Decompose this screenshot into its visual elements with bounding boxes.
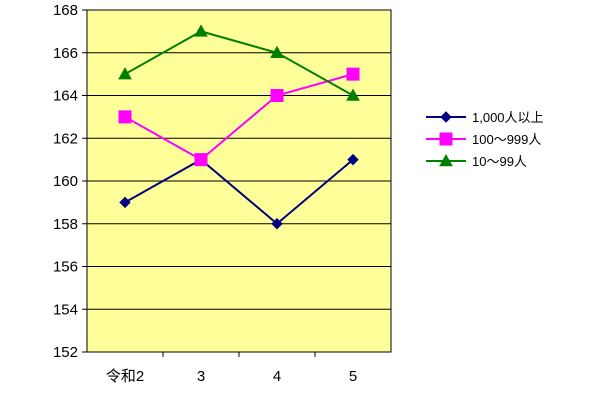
data-point	[347, 153, 359, 166]
data-point	[346, 88, 360, 101]
x-tick-label: 令和2	[106, 368, 144, 385]
y-tick-label: 156	[53, 259, 78, 276]
data-point	[270, 89, 284, 102]
data-point	[119, 196, 131, 209]
legend-label: 10〜99人	[472, 154, 527, 169]
y-tick-label: 154	[53, 301, 78, 318]
axes: 152 154 156 158 160 162 164 166 168 令和2 3 4 5	[53, 2, 357, 385]
x-tick-label: 4	[273, 368, 281, 385]
y-tick-label: 162	[53, 130, 78, 147]
series-layer	[118, 24, 360, 230]
legend: 1,000人以上 100〜999人 10〜99人	[426, 110, 544, 169]
y-tick-label: 158	[53, 216, 78, 233]
y-tick-label: 168	[53, 2, 78, 19]
y-tick-label: 152	[53, 344, 78, 361]
data-point	[194, 24, 208, 37]
data-point	[118, 110, 132, 124]
x-tick-label: 5	[349, 368, 357, 385]
y-tick-label: 164	[53, 88, 78, 105]
series-line	[124, 73, 354, 161]
legend-marker	[439, 153, 453, 167]
data-point	[118, 67, 132, 80]
legend-marker	[440, 111, 452, 123]
series-line	[124, 30, 354, 97]
series-line	[124, 158, 354, 226]
data-point	[346, 67, 360, 81]
data-point	[271, 218, 283, 230]
data-point	[270, 45, 284, 59]
legend-label: 100〜999人	[472, 132, 541, 147]
x-tick-label: 3	[197, 368, 205, 385]
y-tick-label: 160	[53, 173, 78, 190]
legend-marker	[439, 132, 453, 146]
data-point	[194, 153, 208, 167]
gridlines	[87, 52, 391, 310]
legend-label: 1,000人以上	[472, 110, 544, 125]
y-tick-label: 166	[53, 45, 78, 62]
